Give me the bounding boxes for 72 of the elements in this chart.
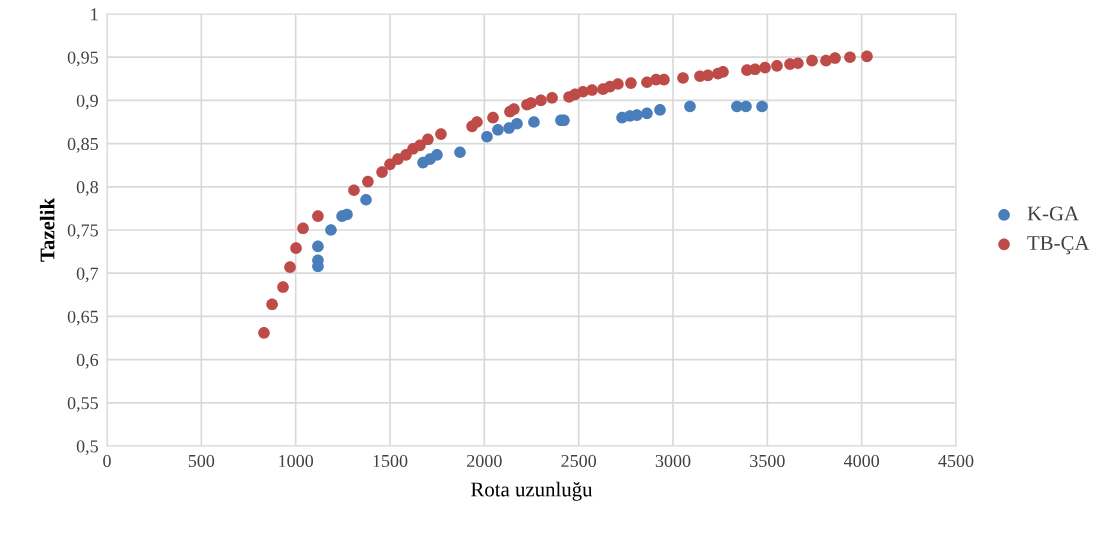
x-tick-label: 4000	[843, 454, 880, 468]
y-tick-label: 0,95	[67, 51, 98, 67]
point	[325, 224, 337, 236]
point	[749, 63, 761, 76]
point	[829, 52, 841, 64]
x-tick-label: 2000	[467, 454, 502, 468]
point	[546, 92, 558, 104]
y-tick-label: 0,8	[76, 181, 98, 196]
y-tick-label: 0,65	[67, 310, 98, 326]
point	[435, 128, 447, 140]
point	[312, 210, 324, 222]
point	[535, 94, 547, 107]
point	[511, 117, 523, 130]
legend-label: K-GA	[1027, 206, 1079, 221]
x-tick-label: 3500	[750, 454, 785, 468]
legend-label: TB-ÇA	[1027, 236, 1090, 255]
point	[861, 50, 873, 63]
point	[431, 149, 443, 161]
x-tick-label: 3000	[655, 454, 691, 468]
y-axis-title: Tazelik	[39, 198, 55, 262]
y-tick-label: 0,85	[67, 137, 98, 153]
point	[771, 60, 783, 72]
point	[471, 116, 483, 128]
x-tick-label: 500	[188, 454, 215, 468]
point	[284, 261, 296, 273]
point	[684, 100, 696, 113]
point	[290, 242, 302, 254]
y-tick-label: 0,75	[67, 224, 98, 240]
x-tick-label: 0	[103, 454, 111, 468]
x-axis-title: Rota uzunluğu	[471, 481, 593, 501]
y-tick-label: 0,9	[76, 94, 98, 110]
point	[297, 222, 309, 235]
point	[740, 100, 752, 113]
point	[266, 298, 278, 311]
point	[806, 54, 818, 67]
x-tick-label: 1000	[279, 454, 314, 468]
point	[312, 240, 324, 253]
point	[492, 123, 504, 136]
y-tick-label: 0,55	[67, 397, 98, 412]
point	[612, 78, 624, 90]
point	[414, 139, 426, 152]
point	[654, 104, 666, 116]
x-tick-label: 4500	[938, 454, 974, 468]
point	[844, 51, 856, 64]
point	[348, 184, 360, 197]
point	[481, 130, 493, 143]
point	[702, 69, 714, 82]
y-tick-label: 0,7	[76, 267, 99, 283]
point	[454, 146, 466, 159]
y-tick-label: 0,6	[76, 353, 99, 369]
point	[360, 193, 372, 206]
point	[508, 103, 520, 115]
point	[641, 107, 653, 120]
point	[487, 111, 499, 124]
point	[756, 100, 768, 113]
point	[422, 133, 434, 146]
point	[792, 57, 804, 70]
point	[625, 77, 637, 89]
y-tick-label: 0,5	[76, 440, 98, 456]
point	[586, 84, 598, 96]
point	[341, 208, 353, 221]
y-tick-label: 1	[91, 8, 98, 21]
point	[717, 66, 729, 78]
x-tick-label: 2500	[561, 454, 597, 468]
point	[759, 61, 771, 74]
point	[258, 327, 270, 339]
point	[277, 281, 289, 293]
point	[528, 116, 540, 128]
point	[376, 166, 388, 178]
point	[677, 72, 689, 84]
x-tick-label: 1500	[373, 454, 408, 468]
point	[362, 175, 374, 188]
